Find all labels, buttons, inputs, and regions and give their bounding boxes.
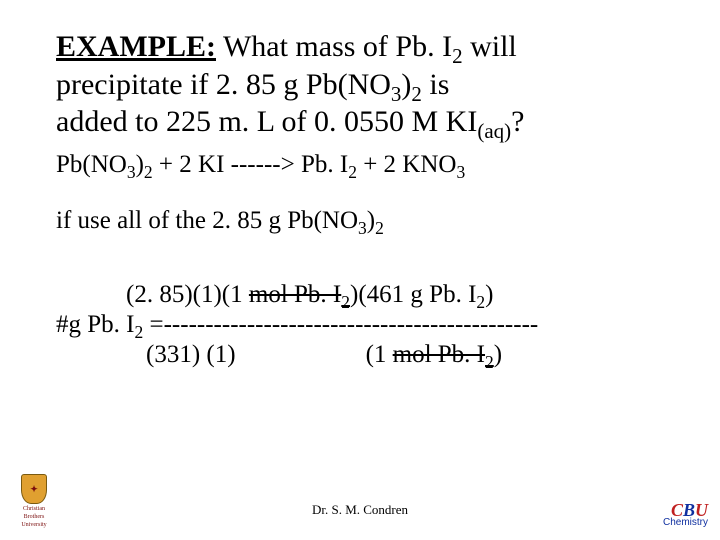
title-sub-2: 3 — [391, 82, 402, 106]
title-sub-3: 2 — [411, 82, 422, 106]
eqn-d: + 2 KNO — [357, 151, 457, 178]
shield-icon: ✦ — [21, 474, 47, 504]
example-title: EXAMPLE: What mass of Pb. I2 will precip… — [56, 28, 664, 141]
title-text-2a: precipitate if 2. 85 g Pb(NO — [56, 68, 391, 101]
title-text-3a: added to 225 m. L of 0. 0550 M KI — [56, 105, 477, 138]
title-sub-4: (aq) — [477, 119, 511, 143]
cbu-chemistry-logo: CBU Chemistry — [663, 502, 708, 528]
eqn-sub-3: 2 — [348, 162, 357, 182]
calc-lhs: #g Pb. I2 = — [56, 310, 164, 340]
title-text-2b: ) — [401, 68, 411, 101]
eqn-c: + 2 KI ------> Pb. I — [153, 151, 349, 178]
shield-text-2: Brothers — [24, 514, 45, 520]
title-lead: EXAMPLE: — [56, 30, 216, 63]
title-text-1a: What mass of Pb. I — [216, 30, 452, 63]
slide: EXAMPLE: What mass of Pb. I2 will precip… — [0, 0, 720, 540]
chemistry-text: Chemistry — [663, 518, 708, 528]
cond-sub-1: 3 — [358, 218, 367, 238]
num-b: )(461 g Pb. I — [350, 281, 476, 308]
shield-text-3: University — [21, 522, 46, 528]
cond-a: if use all of the 2. 85 g Pb(NO — [56, 207, 358, 234]
den-c: ) — [494, 341, 502, 368]
chemical-equation: Pb(NO3)2 + 2 KI ------> Pb. I2 + 2 KNO3 — [56, 149, 664, 182]
den-a: (331) (1) — [146, 341, 236, 368]
eqn-b: ) — [136, 151, 144, 178]
shield-text-1: Christian — [23, 506, 45, 512]
denominator: (331) (1) (1 mol Pb. I2) — [56, 340, 538, 370]
fraction-bar: ----------------------------------------… — [164, 310, 539, 340]
num-c: ) — [485, 281, 493, 308]
num-a: (2. 85)(1)(1 — [126, 281, 249, 308]
cond-sub-2: 2 — [375, 218, 384, 238]
eqn-sub-1: 3 — [127, 162, 136, 182]
cbu-shield-logo: ✦ Christian Brothers University — [12, 474, 56, 528]
num-strike: mol Pb. I2 — [249, 281, 350, 308]
footer-author: Dr. S. M. Condren — [0, 502, 720, 518]
title-text-2c: is — [422, 68, 450, 101]
condition-text: if use all of the 2. 85 g Pb(NO3)2 — [56, 205, 664, 238]
title-text-3b: ? — [511, 105, 524, 138]
lhs-b: = — [143, 311, 163, 338]
eqn-sub-4: 3 — [456, 162, 465, 182]
mid-row: #g Pb. I2 = ----------------------------… — [56, 310, 538, 340]
calculation: (2. 85)(1)(1 mol Pb. I2)(461 g Pb. I2) #… — [56, 280, 664, 370]
title-text-1b: will — [463, 30, 517, 63]
eqn-a: Pb(NO — [56, 151, 127, 178]
eqn-sub-2: 2 — [144, 162, 153, 182]
num-sub: 2 — [476, 292, 485, 312]
numerator: (2. 85)(1)(1 mol Pb. I2)(461 g Pb. I2) — [56, 280, 538, 310]
cond-b: ) — [367, 207, 375, 234]
den-strike: mol Pb. I2 — [393, 341, 494, 368]
title-sub-1: 2 — [452, 44, 463, 68]
lhs-a: #g Pb. I — [56, 311, 134, 338]
lhs-sub: 2 — [134, 322, 143, 342]
den-b: (1 — [366, 341, 393, 368]
fraction: (2. 85)(1)(1 mol Pb. I2)(461 g Pb. I2) #… — [56, 280, 538, 370]
cbu-wordmark: CBU — [663, 502, 708, 518]
